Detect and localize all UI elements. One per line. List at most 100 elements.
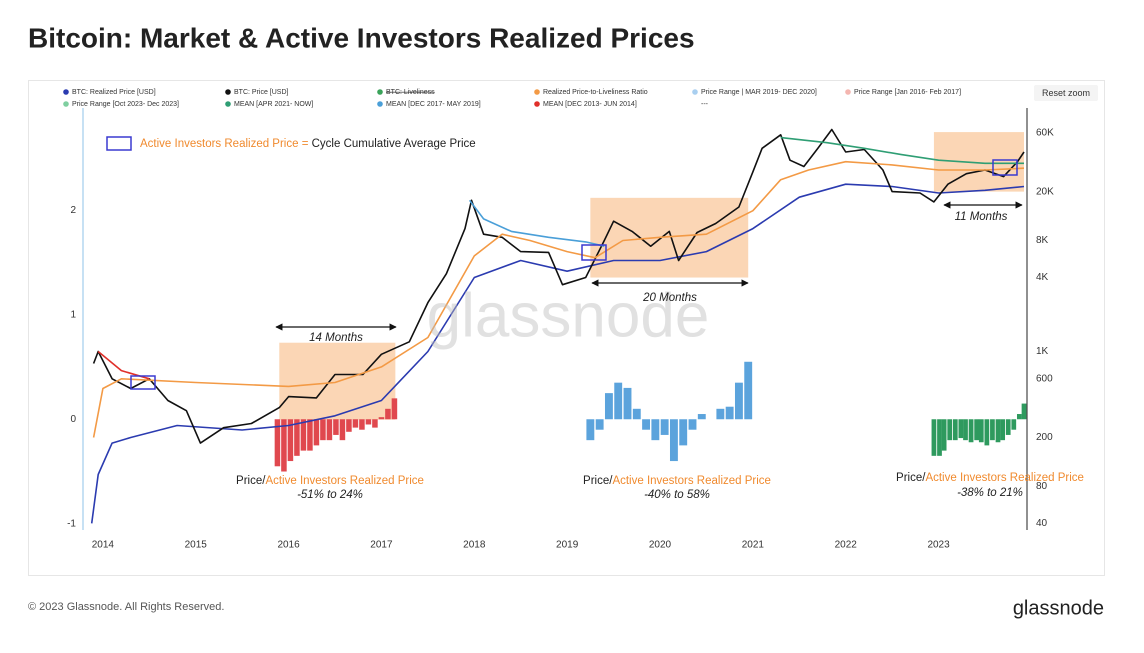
- oscillator-bar: [734, 382, 743, 420]
- y2-tick-label: 20K: [1036, 186, 1054, 197]
- cycle-range: -40% to 58%: [644, 489, 710, 501]
- oscillator-bar: [744, 361, 753, 420]
- legend-swatch: [225, 101, 231, 107]
- cycle-name: Active Investors Realized Price: [612, 475, 771, 487]
- legend-label[interactable]: Price Range [Jan 2016- Feb 2017]: [854, 89, 961, 96]
- oscillator-bar: [346, 419, 352, 432]
- y-tick-label: -1: [67, 518, 76, 529]
- series-line: [92, 128, 1025, 444]
- page-title: Bitcoin: Market & Active Investors Reali…: [28, 22, 695, 53]
- oscillator-bar: [995, 419, 1001, 443]
- oscillator-bar: [937, 419, 942, 456]
- cycle-prefix: Price/: [583, 475, 613, 487]
- y2-tick-label: 4K: [1036, 272, 1049, 283]
- legend-label[interactable]: MEAN [APR 2021- NOW]: [234, 101, 313, 108]
- cycle-label: Price/Active Investors Realized Price: [236, 475, 424, 487]
- oscillator-bar: [352, 419, 359, 428]
- oscillator-bar: [990, 419, 995, 441]
- oscillator-bar: [688, 419, 697, 430]
- oscillator-bar: [651, 419, 660, 441]
- oscillator-bar: [968, 419, 974, 443]
- cycle-prefix: Price/: [236, 475, 266, 487]
- legend-label[interactable]: Realized Price-to-Liveliness Ratio: [543, 89, 648, 96]
- oscillator-bar: [1011, 419, 1017, 430]
- oscillator-bar: [1000, 419, 1006, 441]
- legend-swatch: [377, 101, 383, 107]
- y2-tick-label: 1K: [1036, 346, 1049, 357]
- y-tick-label: 2: [70, 205, 76, 216]
- watermark: glassnode: [427, 281, 710, 350]
- legend-more: ---: [701, 101, 709, 108]
- oscillator-bar: [716, 408, 725, 420]
- oscillator-bar: [604, 393, 613, 420]
- oscillator-bar: [359, 419, 365, 430]
- oscillator-bar: [1021, 403, 1027, 420]
- oscillator-bar: [725, 406, 734, 420]
- oscillator-bar: [941, 419, 947, 451]
- oscillator-bar: [642, 419, 651, 430]
- key-text: Active Investors Realized Price = Cycle …: [140, 138, 476, 150]
- oscillator-bar: [294, 419, 300, 456]
- series-line: [92, 160, 1025, 438]
- x-tick-label: 2021: [742, 540, 765, 551]
- brand: glassnode: [1013, 597, 1104, 619]
- oscillator-bar: [963, 419, 968, 441]
- reset-zoom-button[interactable]: [1034, 85, 1098, 101]
- oscillator-bar: [947, 419, 953, 441]
- oscillator-bar: [378, 417, 385, 420]
- cycle-label: Price/Active Investors Realized Price: [583, 475, 771, 487]
- oscillator-bar: [623, 387, 632, 420]
- duration-label: 20 Months: [642, 292, 697, 304]
- legend-swatch: [845, 89, 851, 95]
- oscillator-bar: [984, 419, 990, 446]
- oscillator-bar: [313, 419, 320, 446]
- legend-swatch: [225, 89, 231, 95]
- cycle-name: Active Investors Realized Price: [265, 475, 424, 487]
- copyright: © 2023 Glassnode. All Rights Reserved.: [28, 601, 224, 613]
- y2-tick-label: 80: [1036, 481, 1048, 492]
- x-tick-label: 2016: [277, 540, 300, 551]
- oscillator-bar: [952, 419, 958, 441]
- cycle-range: -51% to 24%: [297, 489, 363, 501]
- marker-box: [130, 375, 156, 390]
- oscillator-bar: [931, 419, 937, 456]
- duration-label: 14 Months: [309, 332, 363, 344]
- oscillator-bar: [326, 419, 333, 441]
- legend-label[interactable]: MEAN [DEC 2013- JUN 2014]: [543, 101, 637, 108]
- x-tick-label: 2019: [556, 540, 579, 551]
- oscillator-bar: [300, 419, 307, 451]
- legend-label[interactable]: MEAN [DEC 2017- MAY 2019]: [386, 101, 481, 108]
- legend-swatch: [377, 89, 383, 95]
- oscillator-bar: [372, 419, 378, 428]
- oscillator-bar: [274, 419, 281, 467]
- y-tick-label: 1: [70, 309, 76, 320]
- legend-swatch: [534, 89, 540, 95]
- legend-label[interactable]: BTC: Realized Price [USD]: [72, 89, 156, 96]
- legend-swatch: [63, 101, 69, 107]
- y2-tick-label: 40: [1036, 518, 1048, 529]
- marker-box: [992, 159, 1018, 176]
- legend-label[interactable]: Price Range | MAR 2019- DEC 2020]: [701, 89, 817, 96]
- y2-tick-label: 600: [1036, 373, 1053, 384]
- oscillator-bar: [595, 419, 604, 430]
- legend-swatch: [692, 89, 698, 95]
- legend-label[interactable]: BTC: Price [USD]: [234, 89, 289, 96]
- x-tick-label: 2020: [649, 540, 672, 551]
- key-orange: Active Investors Realized Price =: [140, 138, 309, 150]
- y2-tick-label: 8K: [1036, 235, 1049, 246]
- reset-zoom-label[interactable]: Reset zoom: [1042, 88, 1090, 98]
- oscillator-bar: [339, 419, 346, 441]
- duration-arrows: [275, 201, 1023, 331]
- oscillator-bar: [660, 419, 669, 435]
- x-tick-label: 2022: [835, 540, 858, 551]
- legend-swatch: [534, 101, 540, 107]
- oscillator-bar: [385, 408, 391, 420]
- price-range: [590, 197, 749, 278]
- oscillator-bar: [307, 419, 313, 451]
- oscillator-bar: [679, 419, 688, 446]
- legend-label[interactable]: BTC: Liveliness: [386, 89, 435, 96]
- legend-label[interactable]: Price Range [Oct 2023- Dec 2023]: [72, 101, 179, 108]
- key-box: [106, 136, 132, 151]
- oscillator-bar: [697, 414, 706, 420]
